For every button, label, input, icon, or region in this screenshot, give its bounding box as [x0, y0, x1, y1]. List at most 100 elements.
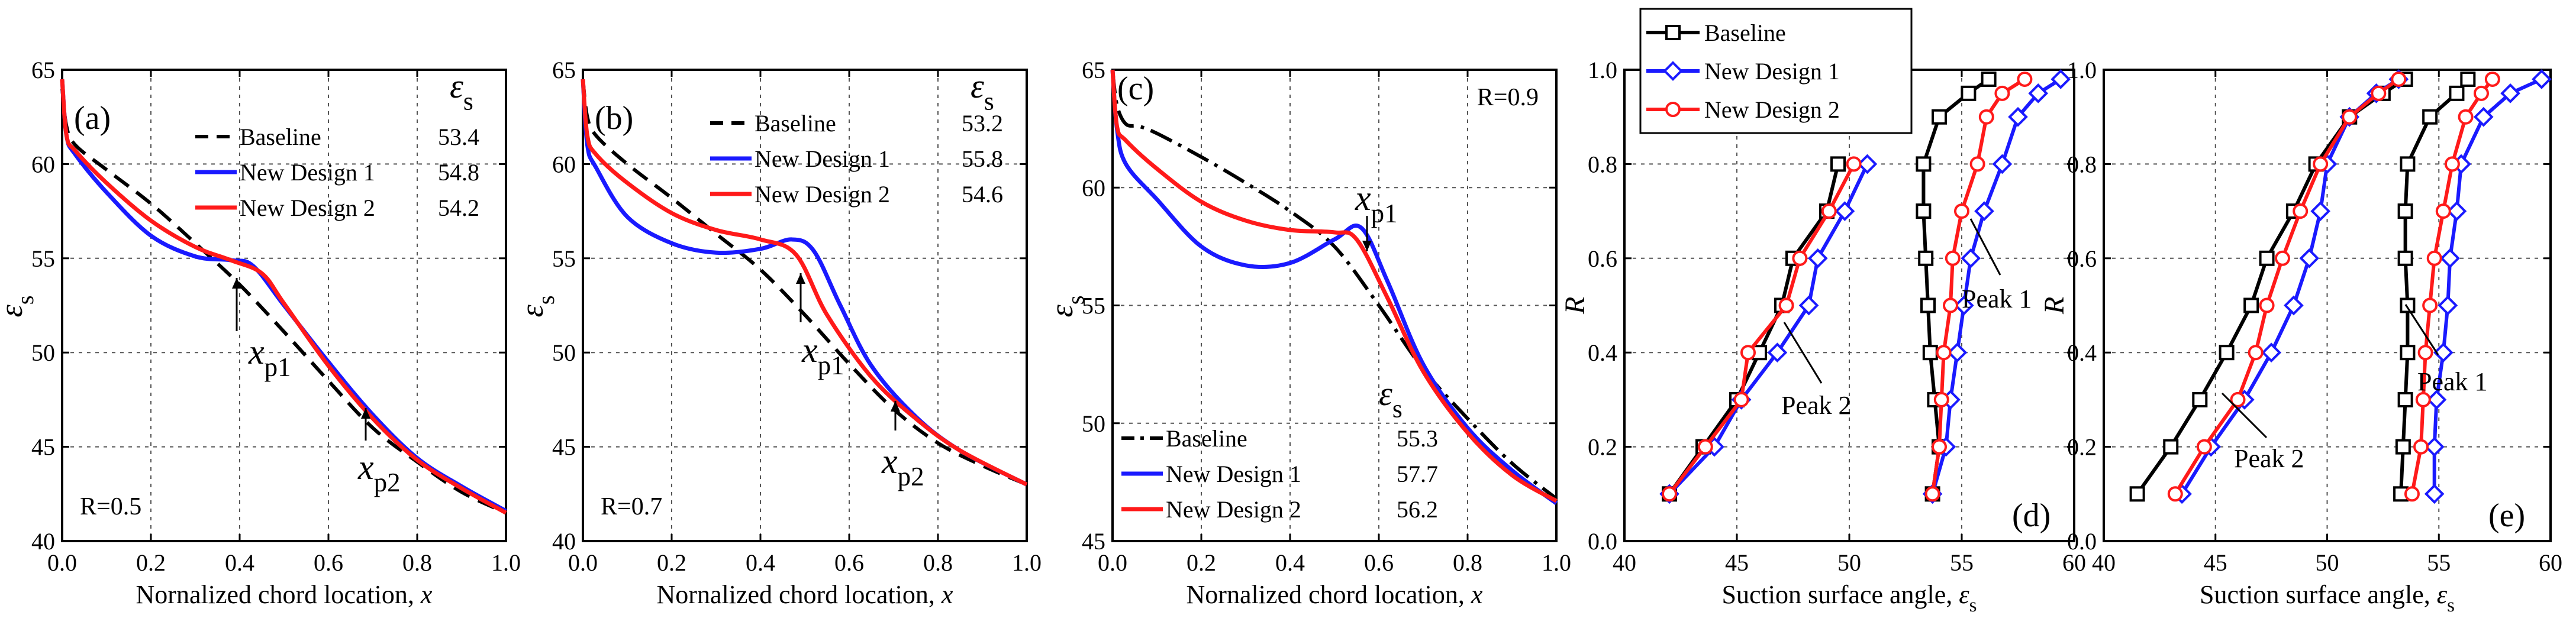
x-tick-label: 55	[1950, 549, 1974, 576]
data-point	[2413, 439, 2429, 455]
data-point	[2371, 85, 2387, 101]
x-tick-label: 0.2	[1187, 549, 1216, 576]
data-point	[2400, 297, 2416, 313]
x-axis-label: Nornalized chord location, x	[136, 580, 433, 609]
legend-label: New Design 2	[1166, 496, 1301, 523]
panel-label: (e)	[2488, 497, 2525, 534]
legend-label: New Design 1	[1166, 461, 1301, 487]
data-point	[1947, 342, 1968, 363]
x-tick-label: 0.8	[1453, 549, 1482, 576]
data-point	[1740, 345, 1756, 361]
data-point	[1697, 439, 1713, 455]
x-axis-label-text: Suction surface angle,	[2200, 580, 2437, 609]
data-point	[1953, 295, 1974, 316]
legend-header: εs	[450, 67, 473, 115]
y-tick-label: 65	[552, 57, 576, 83]
data-point	[2391, 71, 2407, 87]
legend-label: New Design 2	[1704, 96, 1840, 123]
legend-panel-a: εs Baseline 53.4 New Design 1 54.8 New Design…	[80, 67, 479, 520]
y-tick-label: 50	[552, 339, 576, 366]
data-point	[2342, 109, 2358, 125]
series-line-new-design-2	[2410, 78, 2494, 494]
annotation-leader-peak1	[2404, 304, 2439, 355]
legend-header-base: ε	[450, 67, 463, 105]
series-line-new-design-2	[60, 79, 507, 515]
data-point	[2449, 85, 2465, 101]
data-point	[1798, 295, 1819, 316]
y-tick-label: 0.0	[2067, 528, 2097, 555]
annotation-xp2-base: x	[357, 448, 374, 487]
data-point	[1992, 154, 2013, 174]
data-point	[2395, 439, 2411, 455]
y-axis-label: R	[2039, 297, 2070, 315]
x-tick-label: 1.0	[1542, 549, 1571, 576]
annotation-leader-peak1	[1969, 218, 2001, 276]
series-line-baseline	[581, 79, 1028, 487]
annotation-xp1-sub: p1	[265, 352, 291, 382]
data-point	[2404, 486, 2420, 502]
legend-panel-c: R=0.9 εs Baseline 55.3 New Design 1 57.7 New D…	[1121, 84, 1539, 523]
annotation-arrow-p1-head	[232, 278, 241, 289]
condition-label: R=0.5	[80, 493, 141, 520]
panel-label: (c)	[1117, 70, 1154, 107]
condition-label: R=0.7	[601, 493, 662, 520]
annotation-xp1-base: x	[1355, 179, 1371, 218]
data-point	[1969, 156, 1985, 172]
y-axis-label-text-sub: s	[12, 295, 38, 305]
legend-label: Baseline	[240, 124, 321, 150]
legend-label: New Design 2	[240, 195, 375, 221]
y-tick-label: 0.2	[1588, 434, 1617, 461]
x-tick-label: 0.2	[657, 549, 686, 576]
x-tick-label: 1.0	[491, 549, 521, 576]
legend-label: Baseline	[755, 110, 836, 137]
data-point	[2299, 248, 2320, 268]
y-axis-label-text-base: ε	[1044, 305, 1079, 318]
data-point	[1733, 391, 1749, 407]
data-point	[2192, 391, 2208, 407]
plot-frame	[582, 69, 1028, 542]
annotation-xp1-base: x	[801, 331, 818, 370]
legend-label: Baseline	[1704, 20, 1786, 46]
series-line-new-design-2	[2174, 77, 2400, 495]
y-tick-label: 55	[1082, 293, 1105, 319]
data-point	[2293, 203, 2309, 219]
data-point	[2435, 203, 2451, 219]
data-point	[2196, 439, 2212, 455]
annotation-xp2: xp2	[881, 442, 924, 491]
x-tick-label: 45	[2204, 549, 2227, 576]
x-axis-label-text: Nornalized chord location,	[1187, 580, 1471, 609]
legend-panel-d: Baseline New Design 1 New Design 2 Peak 2 Pe…	[1639, 8, 2032, 420]
plot-frame	[1111, 69, 1558, 542]
x-axis-label: Suction surface angle, εs	[1722, 580, 1977, 616]
data-point	[2008, 106, 2028, 127]
data-point	[2400, 345, 2416, 361]
legend-panel-b: εs Baseline 53.2 New Design 1 55.8 New Design…	[601, 67, 1003, 520]
legend-header-sub: s	[463, 87, 473, 115]
x-axis-label-symbol: ε	[1959, 580, 1969, 609]
x-tick-label: 0.4	[225, 549, 254, 576]
data-point	[2051, 69, 2071, 89]
legend-label: Baseline	[1166, 425, 1247, 452]
annotation-xp2-sub: p2	[374, 468, 401, 497]
x-tick-label: 40	[1613, 549, 1636, 576]
y-tick-label: 60	[31, 151, 55, 177]
series-line-new-design-2	[1110, 69, 1558, 503]
data-point	[1792, 250, 1808, 266]
legend-header-sub: s	[1392, 394, 1403, 423]
x-tick-label: 0.4	[746, 549, 775, 576]
y-tick-label: 45	[1082, 528, 1105, 555]
data-point	[2017, 71, 2033, 87]
legend-marker	[1665, 102, 1681, 117]
series-line-new-design-1	[581, 79, 1028, 487]
data-point	[2167, 486, 2183, 502]
annotation-arrow-p2-head	[891, 401, 900, 412]
legend-value: 55.8	[962, 145, 1003, 172]
y-tick-label: 40	[31, 528, 55, 555]
data-point	[1932, 109, 1947, 125]
data-point	[1961, 85, 1977, 101]
legend-label: New Design 1	[240, 159, 375, 186]
annotation-xp1: xp1	[1355, 179, 1398, 228]
legend-value: 53.4	[438, 124, 479, 150]
data-point	[2248, 345, 2264, 361]
